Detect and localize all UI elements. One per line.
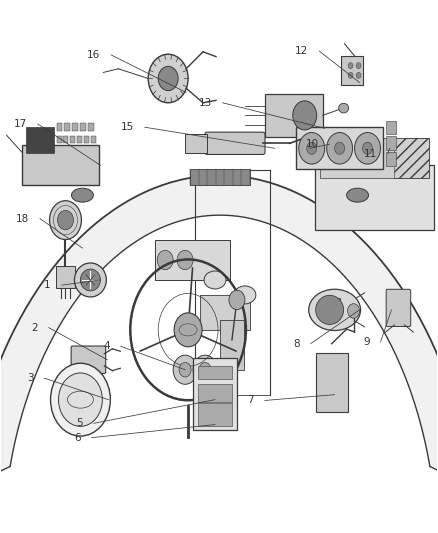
Bar bbox=[386, 120, 396, 134]
Circle shape bbox=[49, 201, 81, 239]
Text: 16: 16 bbox=[87, 50, 100, 60]
Circle shape bbox=[148, 54, 188, 103]
Bar bbox=[386, 136, 396, 150]
Bar bbox=[324, 297, 339, 314]
Circle shape bbox=[179, 362, 191, 377]
Bar bbox=[395, 139, 429, 178]
Ellipse shape bbox=[71, 188, 93, 202]
Circle shape bbox=[307, 142, 317, 155]
Bar bbox=[341, 56, 363, 85]
Circle shape bbox=[363, 142, 372, 155]
Ellipse shape bbox=[81, 269, 100, 291]
Text: 5: 5 bbox=[76, 418, 83, 429]
Text: 15: 15 bbox=[120, 122, 134, 132]
Circle shape bbox=[293, 101, 317, 130]
Text: 9: 9 bbox=[363, 337, 370, 347]
Circle shape bbox=[327, 133, 353, 164]
Bar bbox=[78, 136, 82, 143]
Bar bbox=[88, 123, 95, 131]
Bar bbox=[25, 127, 53, 154]
Circle shape bbox=[177, 251, 193, 270]
Text: 11: 11 bbox=[364, 149, 377, 159]
FancyBboxPatch shape bbox=[71, 346, 106, 374]
Bar bbox=[57, 123, 63, 131]
Ellipse shape bbox=[234, 286, 256, 304]
Bar bbox=[64, 123, 71, 131]
Text: 3: 3 bbox=[27, 373, 33, 383]
Bar bbox=[185, 134, 207, 153]
Bar bbox=[190, 169, 250, 185]
Circle shape bbox=[356, 62, 361, 69]
Circle shape bbox=[59, 373, 102, 426]
Text: 13: 13 bbox=[198, 98, 212, 108]
Text: 4: 4 bbox=[103, 341, 110, 351]
Bar bbox=[316, 353, 348, 411]
Circle shape bbox=[348, 62, 353, 69]
Text: 10: 10 bbox=[305, 139, 318, 149]
Circle shape bbox=[57, 211, 74, 230]
Bar bbox=[200, 295, 250, 330]
Circle shape bbox=[348, 72, 353, 78]
Circle shape bbox=[158, 66, 178, 91]
Circle shape bbox=[355, 133, 381, 164]
Text: 17: 17 bbox=[14, 119, 27, 129]
Bar bbox=[386, 152, 396, 166]
Bar bbox=[198, 366, 232, 378]
Circle shape bbox=[193, 355, 217, 384]
Ellipse shape bbox=[339, 103, 349, 113]
Circle shape bbox=[229, 290, 245, 310]
Ellipse shape bbox=[204, 271, 226, 289]
Bar bbox=[56, 266, 75, 288]
Bar bbox=[320, 139, 429, 178]
FancyBboxPatch shape bbox=[386, 289, 411, 327]
Bar bbox=[85, 136, 89, 143]
Bar bbox=[198, 384, 232, 402]
Text: 1: 1 bbox=[44, 280, 51, 290]
Circle shape bbox=[173, 355, 197, 384]
Bar bbox=[92, 136, 96, 143]
Bar bbox=[198, 403, 232, 426]
Bar bbox=[296, 127, 384, 169]
Text: 7: 7 bbox=[247, 395, 254, 406]
FancyBboxPatch shape bbox=[205, 132, 265, 155]
Bar bbox=[314, 165, 434, 230]
Ellipse shape bbox=[74, 263, 106, 297]
Circle shape bbox=[157, 251, 173, 270]
Text: 12: 12 bbox=[295, 46, 308, 56]
Ellipse shape bbox=[346, 188, 368, 202]
Bar bbox=[155, 240, 230, 280]
Bar bbox=[220, 320, 244, 370]
Text: 8: 8 bbox=[293, 338, 300, 349]
Bar bbox=[81, 123, 86, 131]
Ellipse shape bbox=[309, 289, 360, 330]
Circle shape bbox=[174, 313, 202, 347]
Bar bbox=[64, 136, 68, 143]
Circle shape bbox=[299, 133, 325, 164]
Circle shape bbox=[50, 364, 110, 436]
Circle shape bbox=[199, 362, 211, 377]
Bar bbox=[71, 136, 75, 143]
Bar bbox=[265, 94, 323, 137]
Ellipse shape bbox=[316, 295, 343, 325]
Bar bbox=[21, 146, 99, 185]
Circle shape bbox=[335, 142, 345, 155]
Bar bbox=[72, 123, 78, 131]
Circle shape bbox=[348, 304, 360, 318]
Text: 2: 2 bbox=[31, 322, 38, 333]
Text: 18: 18 bbox=[16, 214, 29, 224]
Circle shape bbox=[356, 72, 361, 78]
Text: 6: 6 bbox=[74, 433, 81, 443]
Bar bbox=[193, 358, 237, 430]
PathPatch shape bbox=[0, 175, 438, 487]
Bar bbox=[57, 136, 61, 143]
